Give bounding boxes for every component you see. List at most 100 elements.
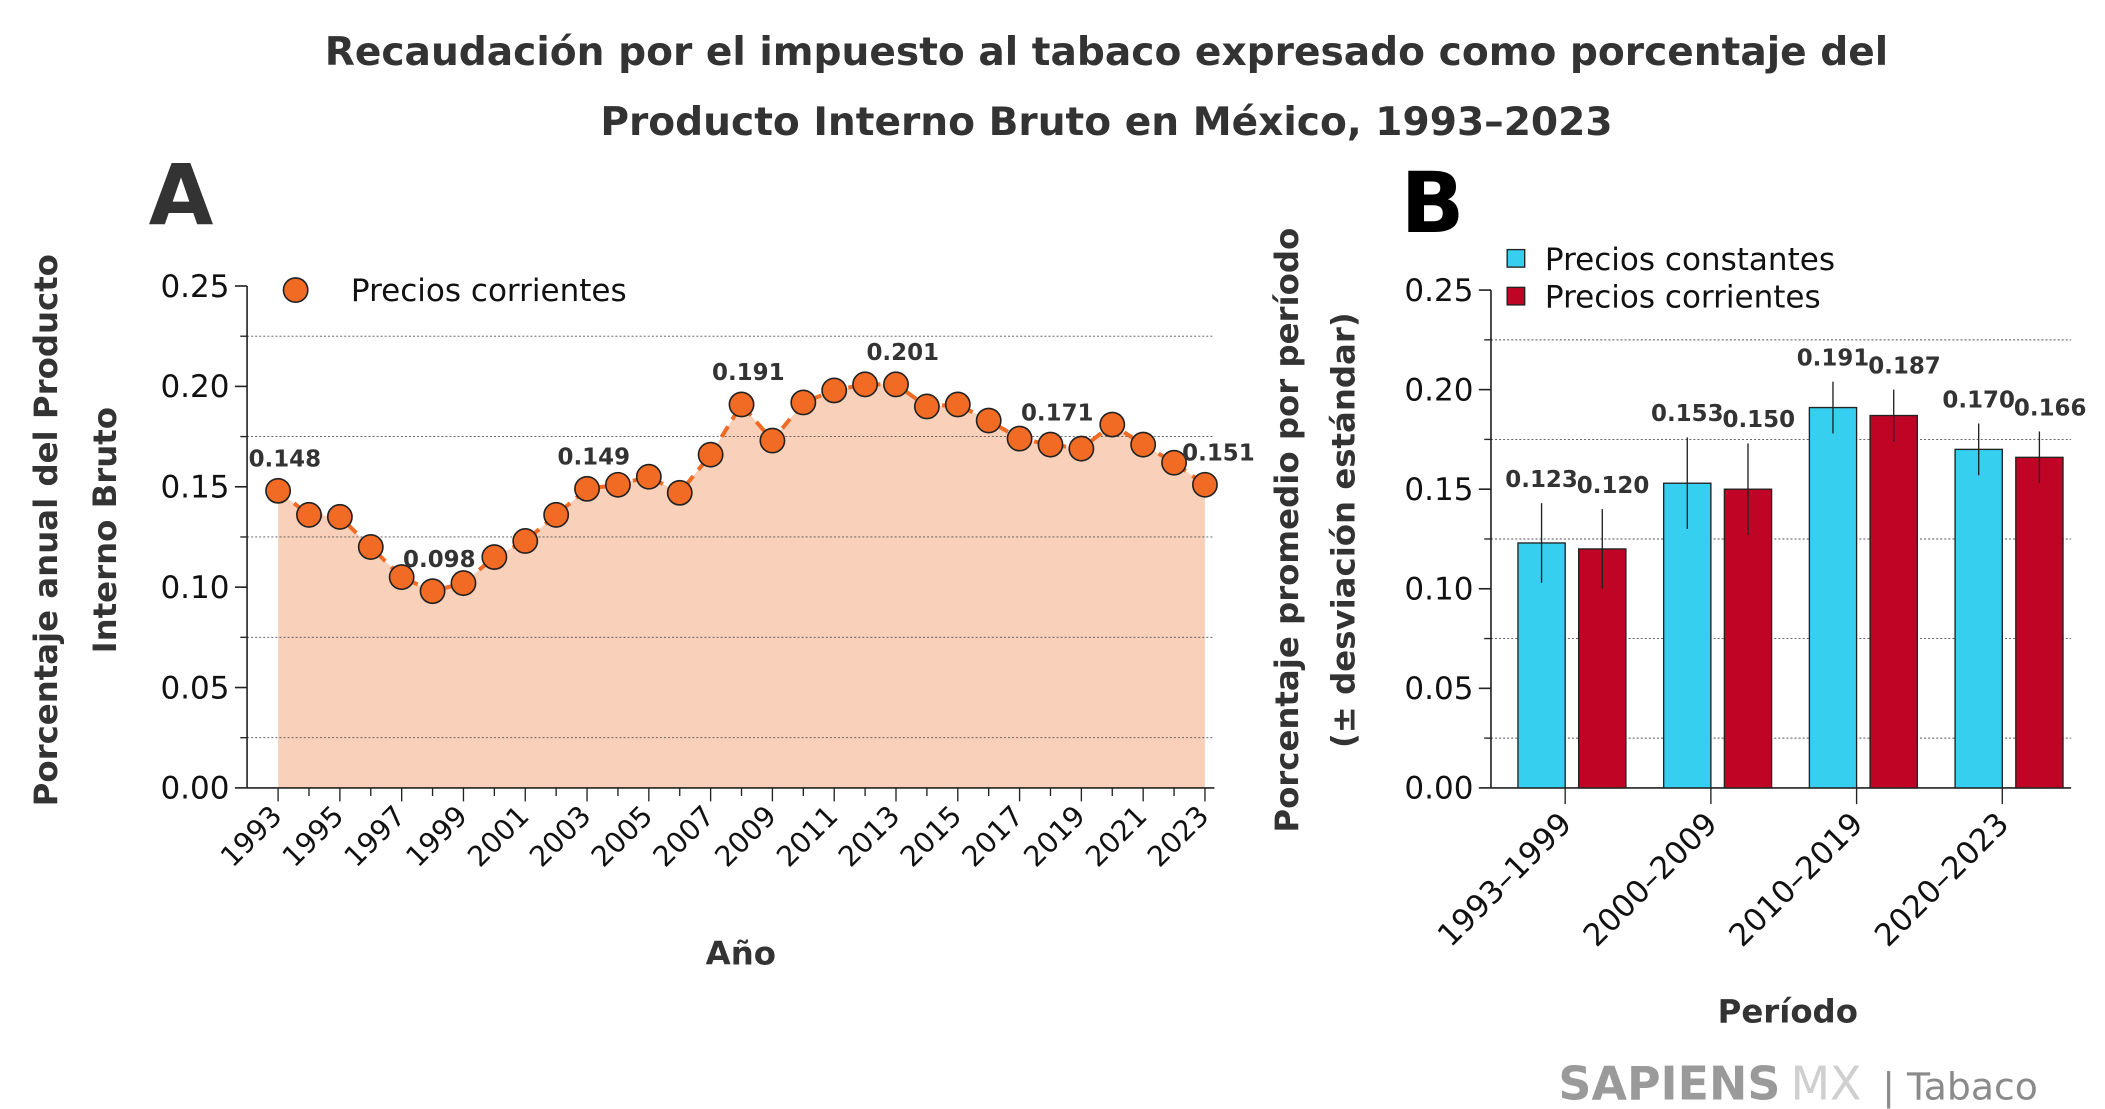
- data-point: [1192, 471, 1218, 498]
- data-point: [357, 534, 384, 560]
- axis-label-x-b: Período: [1718, 993, 1858, 1031]
- data-point: [419, 578, 446, 605]
- data-point: [1037, 431, 1064, 458]
- x-tick-label: 1993–1999: [1431, 806, 1579, 954]
- data-point: [1161, 449, 1188, 476]
- data-point: [450, 570, 477, 597]
- data-point: [635, 463, 662, 490]
- data-point: [883, 371, 909, 398]
- axis-label-x-a: Año: [706, 935, 776, 973]
- data-label: 0.166: [2014, 395, 2087, 421]
- data-point: [1006, 425, 1033, 452]
- y-tick-label: 0.10: [1404, 572, 1473, 608]
- chart-title-line1: Recaudación por el impuesto al tabaco ex…: [325, 30, 1888, 75]
- x-tick-label: 2010–2019: [1722, 806, 1870, 954]
- y-tick-label: 0.15: [1404, 472, 1473, 508]
- data-point: [944, 391, 971, 418]
- x-tick-label: 1999: [399, 799, 473, 873]
- data-label: 0.151: [1182, 440, 1255, 466]
- x-tick-label: 2019: [1017, 799, 1091, 873]
- x-tick-label: 2009: [708, 799, 782, 873]
- data-point: [697, 441, 724, 468]
- panel-a-chart: 0.00 0.05 0.10 0.15 0.20 0.25 0.148 0.098 0.149 0…: [160, 269, 1254, 874]
- y-tick-label: 0.15: [160, 470, 229, 506]
- data-point: [666, 479, 693, 506]
- data-point: [574, 475, 600, 502]
- data-label: 0.153: [1651, 401, 1724, 427]
- x-tick-label: 2015: [894, 799, 968, 873]
- data-point: [388, 564, 415, 591]
- y-tick-label: 0.25: [1404, 273, 1473, 309]
- data-label: 0.191: [1797, 345, 1870, 371]
- x-tick-label: 2017: [956, 799, 1030, 873]
- sapiens-logo: SAPIENS MX | Tabaco: [1558, 1057, 2037, 1109]
- axis-label-y-a-line1: Porcentaje anual del Producto: [27, 254, 65, 806]
- data-label: 0.150: [1723, 407, 1796, 433]
- data-point: [728, 391, 755, 418]
- data-label: 0.149: [558, 444, 631, 470]
- data-label: 0.098: [403, 547, 476, 573]
- y-tick-label: 0.00: [160, 771, 229, 807]
- data-point: [1130, 431, 1157, 458]
- x-tick-label: 2021: [1079, 799, 1153, 873]
- axis-label-y-b-line2: (± desviación estándar): [1325, 312, 1363, 748]
- x-tick-label: 2001: [461, 799, 535, 873]
- data-point: [1068, 435, 1095, 462]
- legend-label: Precios corrientes: [351, 273, 627, 309]
- axis-label-y-a-line2: Interno Bruto: [86, 407, 124, 653]
- data-label: 0.171: [1021, 400, 1094, 426]
- x-tick-label: 2020–2023: [1868, 806, 2016, 954]
- x-tick-label: 2005: [585, 799, 659, 873]
- legend-label: Precios corrientes: [1545, 280, 1821, 316]
- data-point: [481, 544, 508, 570]
- logo-section: | Tabaco: [1882, 1065, 2038, 1109]
- data-point: [913, 393, 940, 420]
- data-point: [604, 471, 631, 498]
- data-label: 0.123: [1505, 467, 1578, 493]
- legend-swatch: [1506, 286, 1526, 306]
- area-fill: [278, 384, 1205, 788]
- data-point: [296, 501, 322, 528]
- logo-brand: SAPIENS: [1558, 1057, 1780, 1109]
- data-point: [1099, 411, 1126, 438]
- data-point: [543, 501, 570, 528]
- data-point: [975, 407, 1002, 434]
- legend-swatch: [1506, 248, 1526, 268]
- y-tick-label: 0.25: [160, 269, 229, 305]
- data-label: 0.120: [1577, 473, 1650, 499]
- bar: [1954, 448, 2003, 789]
- bar: [1869, 414, 1918, 789]
- y-tick-label: 0.05: [1404, 671, 1473, 707]
- x-tick-label: 1995: [276, 799, 350, 873]
- bar: [1517, 542, 1566, 789]
- axis-label-y-b-line1: Porcentaje promedio por período: [1268, 228, 1306, 833]
- data-point: [265, 477, 292, 504]
- x-tick-label: 2013: [832, 799, 906, 873]
- x-tick-label: 1997: [338, 799, 412, 873]
- x-tick-label: 2003: [523, 799, 597, 873]
- data-point: [759, 427, 786, 454]
- data-label: 0.191: [712, 360, 785, 386]
- legend-label: Precios constantes: [1545, 242, 1835, 278]
- logo-brand2: MX: [1790, 1057, 1861, 1109]
- bar: [1723, 488, 1773, 789]
- data-label: 0.187: [1868, 353, 1941, 379]
- bar: [1662, 482, 1712, 789]
- panel-b-chart: 0.000.050.100.150.200.250.1230.1530.1910…: [1404, 242, 2086, 954]
- x-tick-label: 2023: [1141, 799, 1215, 873]
- x-tick-label: 1993: [214, 799, 288, 873]
- data-label: 0.201: [866, 340, 939, 366]
- panel-label-a: A: [149, 146, 214, 244]
- data-point: [512, 528, 539, 554]
- y-tick-label: 0.00: [1404, 771, 1473, 807]
- x-tick-label: 2011: [770, 799, 844, 873]
- bar: [1808, 406, 1858, 789]
- data-label: 0.148: [249, 447, 322, 473]
- data-label: 0.170: [1942, 387, 2015, 413]
- x-tick-label: 2000–2009: [1577, 806, 1725, 954]
- x-tick-label: 2007: [647, 799, 721, 873]
- chart-title-line2: Producto Interno Bruto en México, 1993–2…: [600, 100, 1612, 145]
- data-point: [852, 371, 879, 398]
- legend-marker: [282, 277, 309, 304]
